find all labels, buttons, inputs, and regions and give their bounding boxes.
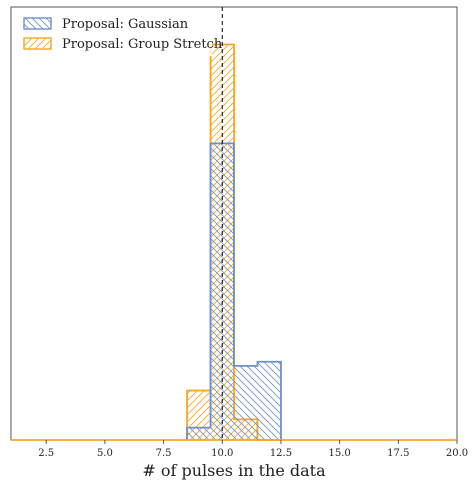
x-tick-label-6: 17.5 bbox=[387, 448, 409, 459]
step-outline-gaussian bbox=[186, 142, 282, 440]
x-tick-label-3: 10.0 bbox=[211, 448, 233, 459]
x-tick-label-4: 12.5 bbox=[270, 448, 292, 459]
x-tick-label-1: 5.0 bbox=[97, 448, 113, 459]
bar-gaussian-2 bbox=[234, 365, 258, 440]
legend-label-1: Proposal: Group Stretch bbox=[62, 37, 223, 52]
bar-gaussian-0 bbox=[187, 427, 211, 440]
bar-gaussian-1 bbox=[210, 143, 234, 441]
bar-gaussian-3 bbox=[257, 361, 281, 440]
x-tick-label-2: 7.5 bbox=[156, 448, 172, 459]
x-axis: 2.5 5.0 7.5 10.0 12.5 15.0 17.5 20.0 bbox=[38, 440, 468, 459]
histogram-bars bbox=[11, 43, 457, 441]
legend-swatch-0 bbox=[23, 17, 52, 30]
x-tick-label-7: 20.0 bbox=[446, 448, 468, 459]
legend: Proposal: Gaussian Proposal: Group Stretc… bbox=[16, 12, 223, 56]
legend-swatch-1 bbox=[23, 37, 52, 50]
x-tick-label-0: 2.5 bbox=[38, 448, 54, 459]
x-tick-label-5: 15.0 bbox=[328, 448, 350, 459]
legend-label-0: Proposal: Gaussian bbox=[62, 17, 189, 32]
x-axis-label: # of pulses in the data bbox=[142, 461, 326, 480]
